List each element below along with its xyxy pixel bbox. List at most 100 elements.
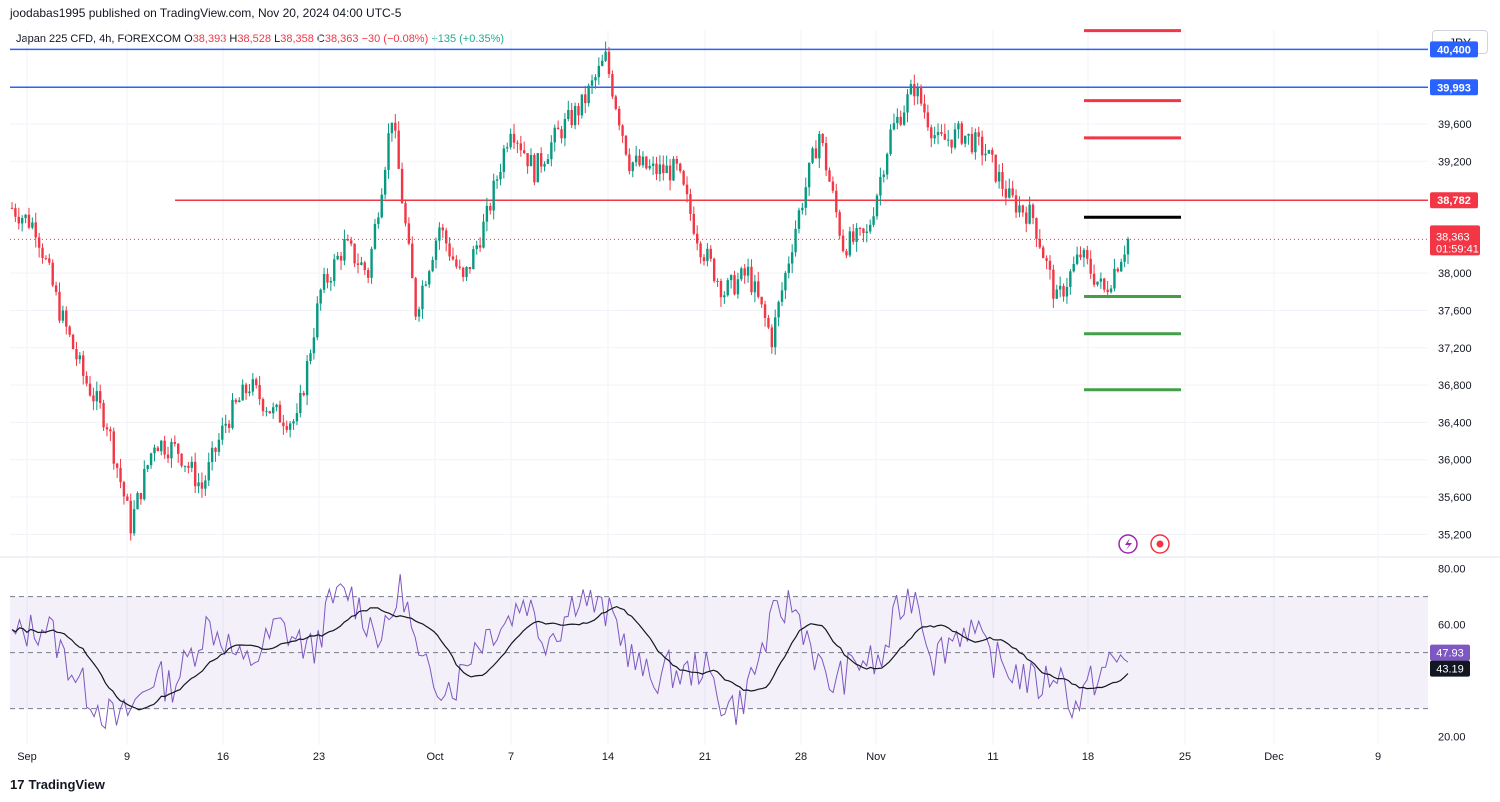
candle-body xyxy=(628,154,631,172)
candle-body xyxy=(177,443,180,454)
candle-body xyxy=(373,223,377,249)
candle-body xyxy=(719,280,723,298)
candle-body xyxy=(519,143,523,151)
candle-body xyxy=(98,391,102,404)
candle-body xyxy=(163,440,166,455)
candle-body xyxy=(601,60,604,66)
candle-body xyxy=(390,122,394,134)
candle-body xyxy=(495,179,499,181)
lightning-icon xyxy=(1118,534,1138,554)
candle-body xyxy=(675,158,679,164)
candle-body xyxy=(533,154,536,183)
candle-body xyxy=(957,123,960,130)
price-tick-label: 37,600 xyxy=(1438,305,1472,317)
candle-body xyxy=(492,180,495,211)
candle-body xyxy=(913,84,916,97)
time-tick-label: 7 xyxy=(508,751,514,763)
candle-body xyxy=(685,184,689,195)
candle-body xyxy=(858,228,862,230)
candle-body xyxy=(421,285,424,310)
candle-body xyxy=(333,259,336,281)
close-key: C xyxy=(316,33,325,45)
candle-body xyxy=(187,465,190,468)
candle-body xyxy=(916,86,919,97)
candle-body xyxy=(482,221,485,248)
candle-body xyxy=(560,129,563,139)
time-tick-label: Oct xyxy=(426,751,443,763)
candle-body xyxy=(109,429,112,432)
time-tick-label: 21 xyxy=(699,751,711,763)
candle-body xyxy=(841,235,845,252)
candle-body xyxy=(366,270,370,278)
candle-body xyxy=(485,205,489,222)
candle-body xyxy=(804,187,807,208)
ohlc-legend: Japan 225 CFD, 4h, FOREXCOM O38,393 H38,… xyxy=(16,33,504,45)
candle-body xyxy=(285,426,288,430)
last-price-label: 38,363 xyxy=(1436,231,1470,243)
time-tick-label: 16 xyxy=(217,751,229,763)
candle-body xyxy=(346,239,350,241)
level-marks xyxy=(1084,29,1181,392)
candle-body xyxy=(638,155,641,166)
candle-body xyxy=(814,148,818,159)
candle-body xyxy=(193,461,197,487)
candle-body xyxy=(1062,285,1065,297)
candle-body xyxy=(424,284,428,286)
candle-body xyxy=(261,399,265,412)
candle-body xyxy=(848,231,852,256)
candle-body xyxy=(892,123,896,130)
price-tick-label: 36,800 xyxy=(1438,380,1472,392)
candle-body xyxy=(231,399,234,428)
candle-body xyxy=(85,375,88,384)
change2-value: +135 (+0.35%) xyxy=(431,33,505,45)
axes: 35,200 35,600 36,000 36,400 36,800 37,200 37,6… xyxy=(17,44,1471,763)
candle-body xyxy=(1045,258,1048,261)
candle-body xyxy=(556,127,560,130)
candle-body xyxy=(166,454,170,459)
candle-body xyxy=(51,262,54,286)
candle-body xyxy=(1109,288,1113,293)
symbol-label[interactable]: Japan 225 CFD, 4h, FOREXCOM xyxy=(16,33,182,45)
candle-body xyxy=(461,267,465,277)
candle-body xyxy=(1075,254,1079,264)
candle-body xyxy=(896,116,899,124)
candle-body xyxy=(353,243,356,264)
candle-body xyxy=(234,399,238,403)
candle-body xyxy=(190,461,193,468)
candle-body xyxy=(658,164,662,175)
candle-body xyxy=(767,317,770,328)
candle-body xyxy=(960,123,963,144)
price-tick-label: 38,000 xyxy=(1438,268,1472,280)
tradingview-logo[interactable]: 17 TradingView xyxy=(10,777,105,792)
candles xyxy=(10,41,1130,541)
candle-body xyxy=(1021,205,1025,213)
candle-body xyxy=(241,384,244,401)
candle-body xyxy=(950,139,953,148)
candle-body xyxy=(763,304,767,318)
candle-body xyxy=(624,135,628,155)
candle-body xyxy=(1089,258,1092,274)
candle-body xyxy=(44,258,48,260)
candle-body xyxy=(105,427,109,430)
resistance-tag-bg xyxy=(1430,79,1478,96)
high-key: H xyxy=(229,33,238,45)
candle-body xyxy=(936,132,940,136)
candle-body xyxy=(377,217,380,224)
candle-body xyxy=(546,159,550,164)
candle-body xyxy=(173,441,177,444)
candle-body xyxy=(852,231,855,242)
candle-body xyxy=(156,447,160,452)
candle-body xyxy=(757,281,760,297)
candle-body xyxy=(238,400,241,403)
candle-body xyxy=(248,391,251,394)
candle-body xyxy=(244,384,248,394)
candle-body xyxy=(414,278,417,317)
candle-body xyxy=(506,147,509,149)
candle-body xyxy=(149,453,153,466)
candle-body xyxy=(821,133,824,144)
candle-body xyxy=(970,133,974,153)
candle-body xyxy=(322,273,326,290)
candle-body xyxy=(1038,238,1042,248)
low-value: 38,358 xyxy=(280,33,314,45)
